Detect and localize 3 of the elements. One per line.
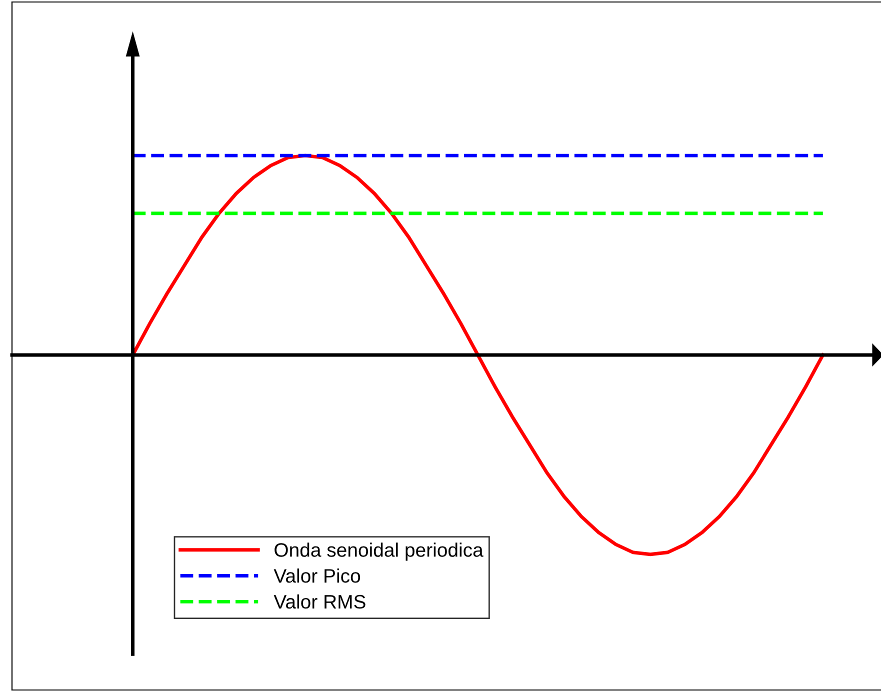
legend-label: Valor Pico <box>274 568 360 583</box>
legend-label: Onda senoidal periodica <box>274 542 484 561</box>
legend-label: Valor RMS <box>274 594 366 609</box>
